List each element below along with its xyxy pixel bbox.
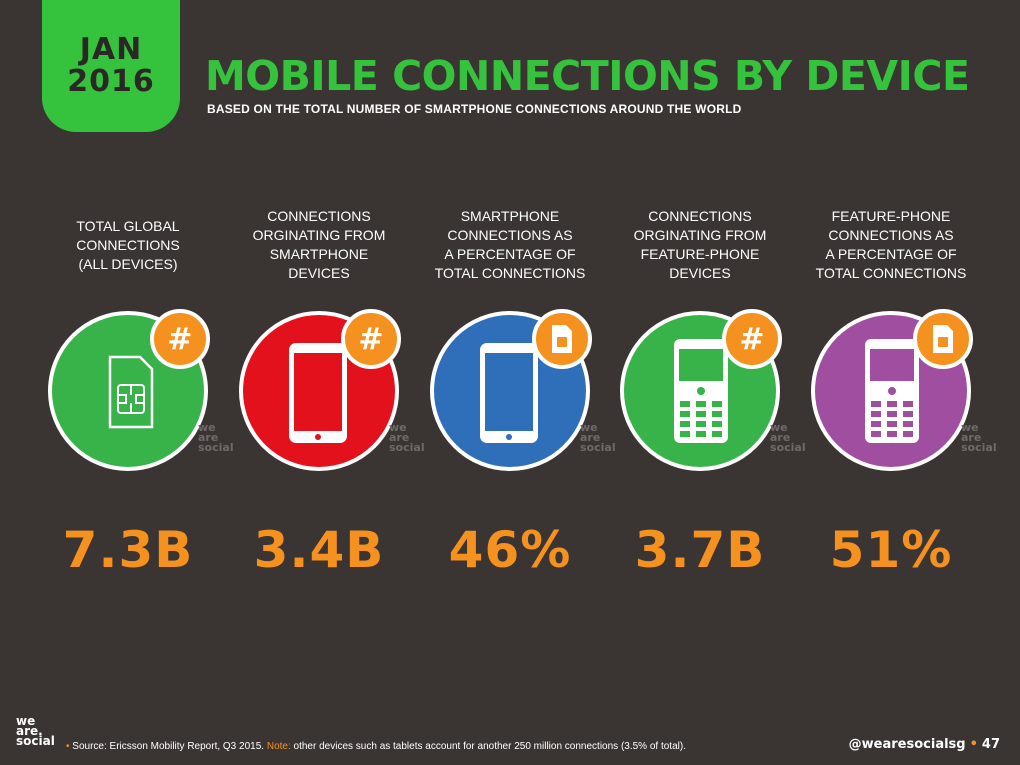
brand-logo: we are. social bbox=[16, 714, 55, 748]
page-number: 47 bbox=[981, 737, 1000, 752]
wm-line: we bbox=[961, 421, 979, 434]
wm-line: social bbox=[580, 441, 616, 454]
date-month: JAN bbox=[79, 32, 143, 67]
hash-badge-icon: # bbox=[341, 309, 401, 369]
feature-phone-icon bbox=[865, 339, 919, 443]
date-badge: JAN 2016 bbox=[42, 0, 180, 132]
watermark-logo: we are social bbox=[580, 421, 616, 454]
note-text: other devices such as tablets account fo… bbox=[293, 741, 686, 752]
label-line: CONNECTIONS bbox=[267, 208, 371, 224]
watermark-logo: we are social bbox=[770, 421, 806, 454]
note-label: Note: bbox=[266, 741, 291, 752]
label-line: SMARTPHONE bbox=[269, 246, 369, 262]
stat-label: CONNECTIONS ORGINATING FROM SMARTPHONE D… bbox=[224, 195, 414, 295]
source-note: • Source: Ericsson Mobility Report, Q3 2… bbox=[66, 741, 686, 752]
stat-column-feature-phone-percent: FEATURE-PHONE CONNECTIONS AS A PERCENTAG… bbox=[796, 195, 997, 579]
social-handle: @wearesocialsg • 47 bbox=[849, 737, 1000, 752]
wm-line: we bbox=[580, 421, 598, 434]
page-subtitle: BASED ON THE TOTAL NUMBER OF SMARTPHONE … bbox=[207, 102, 742, 116]
label-line: FEATURE-PHONE bbox=[831, 208, 951, 224]
wm-line: are bbox=[198, 431, 219, 444]
watermark-logo: we are social bbox=[961, 421, 997, 454]
stat-label: FEATURE-PHONE CONNECTIONS AS A PERCENTAG… bbox=[796, 195, 986, 295]
label-line: DEVICES bbox=[288, 265, 350, 281]
stat-value: 46% bbox=[448, 521, 572, 579]
sim-badge-icon bbox=[913, 309, 973, 369]
label-line: A PERCENTAGE OF bbox=[444, 246, 576, 262]
sim-card-icon bbox=[108, 355, 154, 429]
sim-badge-icon bbox=[532, 309, 592, 369]
wm-line: are bbox=[389, 431, 410, 444]
smartphone-icon bbox=[480, 343, 538, 443]
wm-line: are bbox=[770, 431, 791, 444]
bullet: • bbox=[66, 741, 70, 752]
label-line: (ALL DEVICES) bbox=[78, 255, 178, 272]
page-title: MOBILE CONNECTIONS BY DEVICE bbox=[205, 52, 970, 100]
stat-label: TOTAL GLOBAL CONNECTIONS (ALL DEVICES) bbox=[33, 195, 223, 295]
wm-line: social bbox=[961, 441, 997, 454]
smartphone-icon bbox=[289, 343, 347, 443]
stat-circle: # we are social bbox=[48, 309, 234, 471]
wm-line: we bbox=[198, 421, 216, 434]
stat-circle: we are social bbox=[430, 309, 616, 471]
label-line: ORGINATING FROM bbox=[633, 227, 767, 243]
separator: • bbox=[969, 737, 978, 752]
stat-value: 3.7B bbox=[634, 521, 766, 579]
label-line: A PERCENTAGE OF bbox=[825, 246, 957, 262]
stat-circle: we are social bbox=[811, 309, 997, 471]
stat-column-total: TOTAL GLOBAL CONNECTIONS (ALL DEVICES) #… bbox=[33, 195, 234, 579]
stat-circle: # we are social bbox=[239, 309, 425, 471]
label-line: TOTAL CONNECTIONS bbox=[434, 265, 586, 281]
source-text: Source: Ericsson Mobility Report, Q3 201… bbox=[72, 741, 265, 752]
feature-phone-icon bbox=[674, 339, 728, 443]
stat-circle: # we are social bbox=[620, 309, 806, 471]
label-line: CONNECTIONS AS bbox=[447, 227, 573, 243]
wm-line: are bbox=[961, 431, 982, 444]
label-line: ORGINATING FROM bbox=[252, 227, 386, 243]
label-line: CONNECTIONS AS bbox=[828, 227, 954, 243]
stat-label: CONNECTIONS ORGINATING FROM FEATURE-PHON… bbox=[605, 195, 795, 295]
label-line: DEVICES bbox=[669, 265, 731, 281]
wm-line: social bbox=[198, 441, 234, 454]
watermark-logo: we are social bbox=[198, 421, 234, 454]
watermark-logo: we are social bbox=[389, 421, 425, 454]
wm-line: we bbox=[770, 421, 788, 434]
stat-value: 3.4B bbox=[253, 521, 385, 579]
stat-label: SMARTPHONE CONNECTIONS AS A PERCENTAGE O… bbox=[415, 195, 605, 295]
date-year: 2016 bbox=[67, 64, 155, 99]
stat-value: 7.3B bbox=[62, 521, 194, 579]
hash-badge-icon: # bbox=[722, 309, 782, 369]
wm-line: social bbox=[389, 441, 425, 454]
stat-value: 51% bbox=[829, 521, 953, 579]
hash-badge-icon: # bbox=[150, 309, 210, 369]
logo-line: are. bbox=[16, 724, 43, 738]
wm-line: are bbox=[580, 431, 601, 444]
logo-line: social bbox=[16, 734, 55, 748]
label-line: CONNECTIONS bbox=[648, 208, 752, 224]
label-line: CONNECTIONS bbox=[76, 236, 180, 253]
label-line: TOTAL CONNECTIONS bbox=[815, 265, 967, 281]
stat-column-smartphone-percent: SMARTPHONE CONNECTIONS AS A PERCENTAGE O… bbox=[415, 195, 616, 579]
label-line: FEATURE-PHONE bbox=[640, 246, 760, 262]
label-line: SMARTPHONE bbox=[460, 208, 560, 224]
label-line: TOTAL GLOBAL bbox=[76, 217, 180, 234]
handle-text: @wearesocialsg bbox=[848, 737, 966, 752]
logo-line: we bbox=[16, 714, 36, 728]
stat-column-feature-phone: CONNECTIONS ORGINATING FROM FEATURE-PHON… bbox=[605, 195, 806, 579]
stat-column-smartphone: CONNECTIONS ORGINATING FROM SMARTPHONE D… bbox=[224, 195, 425, 579]
wm-line: we bbox=[389, 421, 407, 434]
wm-line: social bbox=[770, 441, 806, 454]
